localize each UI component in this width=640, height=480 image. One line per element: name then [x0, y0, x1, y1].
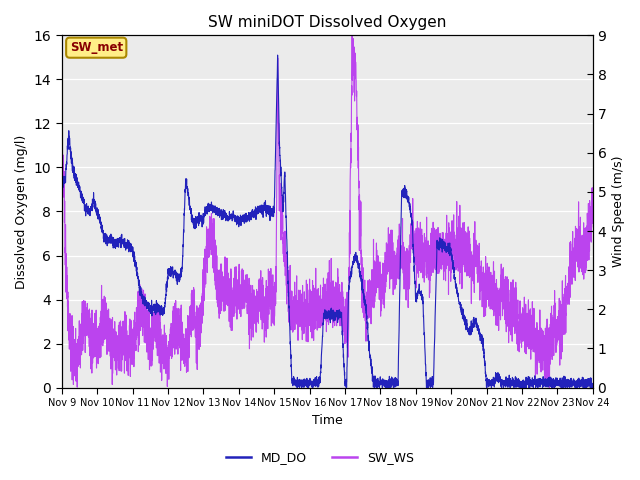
SW_WS: [417, 235, 424, 240]
SW_WS: [545, 385, 553, 391]
Text: SW_met: SW_met: [70, 41, 123, 54]
Legend: MD_DO, SW_WS: MD_DO, SW_WS: [221, 446, 419, 469]
Y-axis label: Wind Speed (m/s): Wind Speed (m/s): [612, 156, 625, 267]
SW_WS: [589, 220, 596, 226]
MD_DO: [58, 190, 65, 195]
SW_WS: [588, 185, 596, 191]
SW_WS: [476, 281, 484, 287]
SW_WS: [307, 326, 315, 332]
MD_DO: [308, 383, 316, 389]
SW_WS: [154, 323, 161, 328]
SW_WS: [348, 33, 356, 38]
SW_WS: [446, 240, 454, 245]
Line: MD_DO: MD_DO: [61, 55, 593, 388]
Y-axis label: Dissolved Oxygen (mg/l): Dissolved Oxygen (mg/l): [15, 134, 28, 288]
X-axis label: Time: Time: [312, 414, 342, 427]
MD_DO: [274, 52, 282, 58]
MD_DO: [589, 383, 596, 389]
MD_DO: [477, 330, 484, 336]
MD_DO: [154, 308, 161, 313]
MD_DO: [417, 293, 425, 299]
MD_DO: [588, 385, 596, 391]
SW_WS: [58, 183, 65, 189]
Title: SW miniDOT Dissolved Oxygen: SW miniDOT Dissolved Oxygen: [208, 15, 447, 30]
MD_DO: [446, 249, 454, 254]
MD_DO: [293, 385, 301, 391]
Line: SW_WS: SW_WS: [61, 36, 593, 388]
